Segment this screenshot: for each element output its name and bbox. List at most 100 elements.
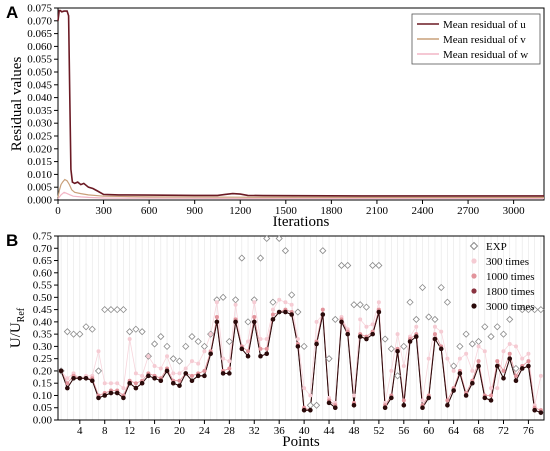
y-tick-label-b: 0.05 [33,402,53,414]
x-axis-label-b: Points [282,434,320,450]
data-point-b [214,314,219,319]
data-point-b [320,312,326,317]
y-tick-label-b: 0.00 [33,415,53,427]
data-point-b [220,371,226,376]
data-point-b [457,356,462,361]
data-point-b [177,378,182,383]
data-point-exp [119,306,127,314]
x-tick-label-b: 12 [124,425,135,437]
data-point-exp [182,342,190,350]
data-point-b [501,349,506,354]
data-point-exp [418,283,427,292]
data-point-b [414,324,419,329]
x-tick-label-b: 60 [423,425,435,437]
data-point-b [420,398,425,403]
y-tick-label-b: 0.50 [33,292,53,304]
data-point-exp [381,335,389,343]
data-point-exp [462,330,470,338]
panel-a-label: A [6,3,18,22]
panel-b-label: B [6,231,18,250]
data-point-exp [400,342,408,350]
data-point-exp [506,315,514,323]
data-point-b [538,373,543,378]
data-point-b [246,339,251,344]
data-point-b [532,407,537,413]
data-point-b [270,317,276,322]
data-point-b [489,393,494,398]
data-point-b [401,398,406,403]
data-point-exp [256,254,265,262]
data-point-b [227,359,232,364]
data-point-b [177,383,182,388]
data-point-exp [107,306,115,314]
y-tick-label-a: 0.030 [27,118,52,130]
data-point-exp [331,315,339,323]
data-point-b [140,373,145,378]
data-point-exp [450,362,458,370]
data-point-b [482,395,488,401]
data-point-exp [275,234,283,243]
data-point-exp [82,323,90,331]
data-point-b [158,378,164,384]
data-point-b [464,351,469,356]
data-point-exp [238,254,246,262]
data-point-b [65,381,70,386]
legend-label-b: 1000 times [486,271,535,283]
data-point-exp [232,296,240,304]
legend-marker-b [471,303,477,309]
data-point-exp [244,318,252,326]
data-point-b [127,380,132,386]
legend-marker-b [471,258,477,264]
data-point-exp [493,323,501,331]
data-point-b [133,371,138,376]
data-point-b [401,402,407,408]
data-point-b [451,388,456,393]
data-point-b [389,368,394,373]
data-point-b [121,386,126,391]
y-axis-label-b: U/URef [8,307,27,348]
data-point-b [432,336,438,342]
x-tick-label-b: 52 [373,425,384,437]
legend-marker-b [471,273,477,279]
data-point-b [65,376,70,381]
data-point-b [195,373,201,379]
data-point-b [227,366,232,371]
data-point-b [526,363,531,369]
data-point-b [214,319,220,325]
data-point-b [277,297,282,302]
y-tick-label-a: 0.065 [27,28,52,40]
data-point-b [476,359,481,364]
data-point-b [270,312,275,317]
data-point-exp [387,345,395,353]
data-point-b [364,336,369,342]
data-point-b [170,380,176,386]
data-point-b [164,368,170,374]
data-point-b [351,393,356,398]
data-point-b [302,386,307,391]
data-point-b [395,349,400,354]
data-point-b [445,398,450,403]
data-point-exp [101,306,109,314]
legend-marker-b [469,241,479,251]
data-point-b [326,400,332,406]
data-point-b [289,312,294,317]
data-point-b [252,300,257,305]
data-point-b [507,341,512,346]
data-point-b [165,354,170,359]
x-tick-label-a: 1800 [320,205,343,217]
data-point-b [133,385,139,391]
data-point-exp [200,342,208,350]
legend-marker-b [471,288,477,294]
x-axis-label-a: Iterations [273,214,330,230]
data-point-b [258,353,263,359]
data-point-b [96,349,101,354]
y-tick-label-b: 0.45 [33,304,53,316]
data-point-exp [325,355,333,363]
data-point-exp [437,283,445,292]
data-point-b [102,393,108,398]
data-point-exp [362,303,370,311]
data-point-b [196,361,201,366]
data-point-b [89,378,95,384]
series-line-a [57,9,544,197]
data-point-exp [151,340,159,348]
